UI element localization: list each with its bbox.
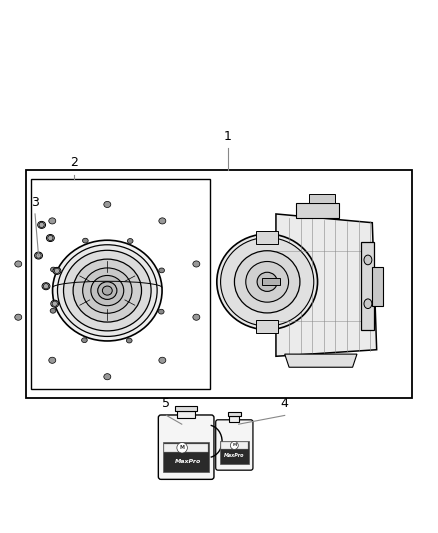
Circle shape (36, 253, 41, 258)
Ellipse shape (42, 282, 50, 290)
Ellipse shape (217, 234, 318, 330)
Ellipse shape (15, 314, 22, 320)
Ellipse shape (364, 255, 372, 265)
Ellipse shape (234, 251, 300, 313)
Ellipse shape (49, 218, 56, 224)
Bar (163, 442, 209, 472)
Ellipse shape (159, 309, 164, 314)
Polygon shape (285, 354, 357, 367)
Bar (262, 278, 280, 285)
Bar (31, 179, 210, 389)
Text: 4: 4 (281, 397, 289, 410)
Circle shape (54, 268, 60, 273)
Ellipse shape (81, 338, 87, 343)
Text: MaxPro: MaxPro (224, 453, 244, 458)
Ellipse shape (57, 245, 157, 336)
Ellipse shape (15, 261, 22, 267)
Text: M: M (232, 443, 237, 447)
FancyBboxPatch shape (158, 415, 214, 479)
Bar (372, 266, 383, 306)
Text: 5: 5 (162, 397, 170, 410)
Ellipse shape (50, 309, 56, 313)
Ellipse shape (82, 238, 88, 243)
Ellipse shape (257, 272, 277, 292)
Ellipse shape (35, 252, 42, 259)
Ellipse shape (38, 221, 46, 229)
Polygon shape (276, 214, 377, 356)
Ellipse shape (53, 268, 61, 274)
Bar (175, 406, 197, 410)
Ellipse shape (102, 286, 112, 295)
Bar (221, 442, 248, 449)
Circle shape (177, 442, 187, 453)
Text: M: M (180, 445, 185, 450)
Ellipse shape (159, 357, 166, 364)
Ellipse shape (46, 235, 54, 241)
Ellipse shape (159, 268, 165, 273)
Ellipse shape (49, 357, 56, 364)
Circle shape (39, 222, 44, 228)
Bar (296, 203, 339, 219)
Bar (256, 320, 278, 333)
Ellipse shape (193, 314, 200, 320)
Text: MaxPro: MaxPro (175, 458, 201, 464)
Ellipse shape (50, 267, 56, 272)
Ellipse shape (104, 201, 111, 207)
Ellipse shape (364, 299, 372, 309)
Ellipse shape (64, 251, 151, 331)
Ellipse shape (83, 268, 132, 313)
Bar (220, 441, 249, 464)
Ellipse shape (51, 300, 59, 307)
FancyBboxPatch shape (216, 420, 253, 470)
Ellipse shape (91, 276, 124, 306)
Text: 3: 3 (31, 196, 39, 209)
Circle shape (52, 301, 57, 306)
Circle shape (230, 441, 238, 449)
Text: 2: 2 (71, 156, 78, 169)
Bar (164, 443, 208, 452)
Ellipse shape (127, 239, 133, 244)
Ellipse shape (104, 374, 111, 380)
Ellipse shape (159, 218, 166, 224)
Ellipse shape (127, 338, 132, 343)
Text: 1: 1 (224, 130, 232, 142)
Ellipse shape (221, 238, 314, 326)
Ellipse shape (246, 262, 289, 302)
Polygon shape (309, 194, 335, 203)
Circle shape (48, 236, 53, 241)
Ellipse shape (53, 240, 162, 341)
Bar (26, 170, 412, 398)
Bar (177, 410, 195, 418)
Bar (361, 243, 374, 330)
Ellipse shape (193, 261, 200, 267)
Bar (256, 231, 278, 244)
Circle shape (43, 284, 49, 289)
Bar (228, 413, 241, 416)
Bar (230, 416, 239, 422)
Ellipse shape (98, 282, 117, 300)
Ellipse shape (73, 259, 141, 322)
